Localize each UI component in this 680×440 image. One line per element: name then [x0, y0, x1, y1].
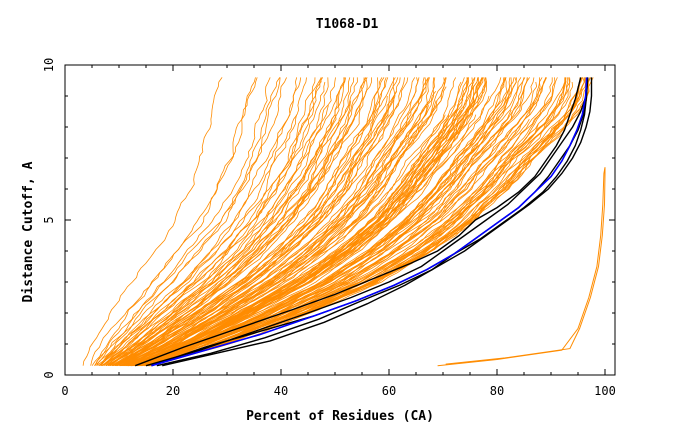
- model-curve: [82, 77, 223, 366]
- x-tick-label: 40: [274, 384, 288, 398]
- model-curve: [131, 77, 476, 367]
- outlier-curve: [445, 167, 606, 365]
- model-curve: [110, 100, 352, 367]
- model-curve: [114, 77, 380, 367]
- model-curve: [132, 77, 488, 367]
- model-curve: [115, 77, 396, 367]
- y-axis-label: Distance Cutoff, A: [21, 161, 36, 302]
- model-curve: [96, 77, 287, 366]
- model-curve: [98, 114, 297, 367]
- model-curve: [109, 77, 351, 367]
- model-curve: [103, 81, 326, 366]
- x-axis-label: Percent of Residues (CA): [246, 409, 434, 424]
- model-curve: [136, 109, 512, 367]
- y-axis: 0 5 10: [42, 58, 615, 379]
- model-curve: [99, 77, 307, 367]
- model-curve: [131, 77, 486, 367]
- series-blue: [151, 77, 588, 367]
- model-curve: [145, 81, 574, 367]
- highlight-series: [134, 77, 593, 367]
- x-axis: 0 20 40 60 80 100: [61, 65, 616, 398]
- model-curve: [147, 77, 586, 367]
- model-curve: [151, 77, 583, 367]
- model-curve: [139, 77, 535, 367]
- model-curve: [106, 91, 340, 367]
- model-curve: [137, 77, 511, 367]
- model-bundle: [82, 77, 606, 367]
- model-curve: [120, 77, 429, 367]
- model-curve: [94, 77, 271, 366]
- model-curve: [126, 100, 437, 367]
- model-curve: [138, 77, 528, 367]
- model-curve: [135, 114, 477, 367]
- model-curve: [105, 77, 336, 366]
- model-curve: [137, 77, 522, 367]
- series-black-2: [134, 77, 582, 367]
- model-curve: [105, 77, 345, 367]
- model-curve: [111, 77, 383, 367]
- model-curve: [144, 77, 546, 367]
- model-curve: [114, 95, 388, 367]
- model-curve: [111, 105, 360, 367]
- series-black-5: [162, 77, 593, 367]
- model-curve: [148, 77, 571, 367]
- model-curve: [128, 77, 457, 367]
- model-curve: [99, 77, 316, 366]
- model-curve: [119, 77, 416, 367]
- model-curve: [102, 77, 329, 367]
- y-tick-label: 5: [42, 216, 56, 223]
- model-curve: [96, 77, 298, 367]
- model-curve: [90, 77, 256, 366]
- x-tick-label: 20: [166, 384, 180, 398]
- model-curve: [137, 77, 505, 367]
- x-tick-label: 100: [594, 384, 616, 398]
- model-curve: [142, 77, 553, 367]
- model-curve: [128, 77, 465, 367]
- model-curve: [127, 77, 470, 367]
- x-tick-label: 0: [61, 384, 68, 398]
- y-tick-label: 10: [42, 58, 56, 72]
- series-black-1: [145, 77, 589, 367]
- x-tick-label: 80: [490, 384, 504, 398]
- model-curve: [114, 77, 385, 367]
- model-curve: [115, 77, 401, 367]
- model-curve: [141, 77, 543, 367]
- x-tick-label: 60: [382, 384, 396, 398]
- model-curve: [112, 77, 372, 367]
- model-curve: [131, 77, 473, 367]
- model-curve: [117, 77, 409, 367]
- model-curve: [108, 77, 347, 367]
- model-curve: [136, 77, 507, 367]
- model-curve: [122, 100, 430, 367]
- model-curve: [91, 77, 258, 366]
- model-curve: [121, 91, 437, 367]
- chart-title: T1068-D1: [316, 17, 379, 32]
- model-curve: [94, 77, 281, 366]
- model-curve: [149, 77, 581, 367]
- model-curve: [147, 95, 553, 367]
- y-tick-label: 0: [42, 371, 56, 378]
- model-curve: [123, 77, 446, 367]
